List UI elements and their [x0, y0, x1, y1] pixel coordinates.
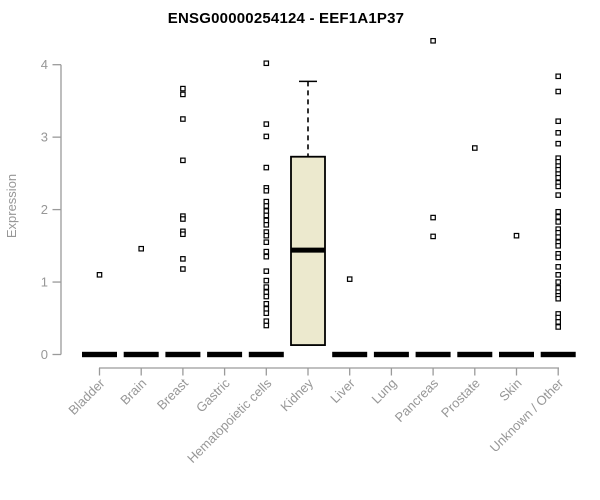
- zero-box-hematopoietic-cells: [248, 351, 284, 358]
- outlier-point-unknown-other: [555, 295, 562, 302]
- y-tick-label-2: 2: [41, 202, 48, 217]
- outlier-point-unknown-other: [555, 88, 562, 95]
- outlier-point-unknown-other: [555, 254, 562, 261]
- outlier-point-unknown-other: [555, 279, 562, 285]
- x-category-label-lung: Lung: [368, 376, 399, 407]
- outlier-point-unknown-other: [555, 319, 562, 325]
- outlier-point-unknown-other: [555, 130, 562, 136]
- outlier-point-hematopoietic-cells: [263, 60, 270, 67]
- outlier-point-unknown-other: [555, 183, 562, 190]
- y-tick-label-4: 4: [41, 57, 48, 72]
- outlier-point-unknown-other: [555, 229, 562, 236]
- x-category-label-breast: Breast: [154, 375, 191, 412]
- x-category-label-unknown-other: Unknown / Other: [487, 375, 567, 455]
- outlier-point-breast: [180, 256, 186, 262]
- outlier-point-pancreas: [430, 233, 436, 240]
- outlier-point-hematopoietic-cells: [263, 198, 270, 205]
- outlier-point-unknown-other: [555, 174, 562, 181]
- x-category-label-gastric: Gastric: [193, 375, 233, 415]
- outlier-point-unknown-other: [555, 324, 562, 330]
- outlier-point-hematopoietic-cells: [263, 318, 270, 324]
- outlier-point-hematopoietic-cells: [263, 232, 270, 239]
- x-category-label-bladder: Bladder: [65, 375, 108, 418]
- outlier-point-unknown-other: [555, 192, 562, 198]
- outlier-point-unknown-other: [555, 158, 562, 165]
- outlier-point-hematopoietic-cells: [263, 239, 270, 246]
- outlier-point-hematopoietic-cells: [263, 208, 270, 214]
- outlier-point-hematopoietic-cells: [263, 310, 270, 317]
- x-category-label-brain: Brain: [117, 376, 149, 408]
- outlier-point-hematopoietic-cells: [263, 121, 270, 127]
- outlier-point-hematopoietic-cells: [263, 212, 270, 219]
- outlier-point-pancreas: [430, 214, 436, 221]
- outlier-point-unknown-other: [555, 314, 562, 321]
- outlier-point-liver: [346, 276, 353, 282]
- zero-box-skin: [499, 351, 534, 358]
- outlier-point-unknown-other: [555, 166, 562, 173]
- x-category-label-kidney: Kidney: [277, 375, 316, 414]
- zero-box-pancreas: [415, 351, 451, 358]
- zero-box-prostate: [457, 351, 493, 358]
- outlier-point-hematopoietic-cells: [263, 203, 270, 209]
- chart-title: ENSG00000254124 - EEF1A1P37: [167, 10, 405, 27]
- x-category-label-pancreas: Pancreas: [392, 375, 442, 425]
- zero-box-unknown-other: [540, 351, 576, 358]
- zero-box-bladder: [82, 351, 117, 358]
- outlier-point-hematopoietic-cells: [263, 322, 270, 329]
- outlier-point-hematopoietic-cells: [263, 253, 270, 260]
- zero-box-brain: [123, 351, 159, 358]
- outlier-point-breast: [180, 157, 186, 164]
- outlier-point-bladder: [96, 272, 103, 278]
- outlier-point-breast: [180, 216, 186, 222]
- zero-box-breast: [165, 351, 201, 358]
- outlier-point-breast: [180, 116, 186, 122]
- outlier-point-breast: [180, 85, 186, 92]
- outlier-point-hematopoietic-cells: [263, 277, 270, 284]
- outlier-point-brain: [138, 245, 145, 252]
- zero-box-liver: [332, 351, 368, 358]
- x-category-label-prostate: Prostate: [438, 376, 483, 421]
- outlier-point-unknown-other: [555, 208, 562, 215]
- outlier-point-unknown-other: [555, 264, 562, 270]
- outlier-point-pancreas: [430, 37, 436, 44]
- outlier-point-unknown-other: [555, 243, 562, 249]
- zero-box-gastric: [207, 351, 243, 358]
- y-tick-label-0: 0: [41, 347, 48, 362]
- outlier-point-unknown-other: [555, 272, 562, 278]
- outlier-point-unknown-other: [555, 73, 562, 80]
- outlier-point-unknown-other: [555, 140, 562, 147]
- outlier-point-hematopoietic-cells: [263, 289, 270, 295]
- outlier-point-unknown-other: [555, 285, 562, 291]
- outlier-point-hematopoietic-cells: [263, 293, 270, 300]
- outlier-point-hematopoietic-cells: [263, 133, 270, 140]
- y-tick-label-3: 3: [41, 130, 48, 145]
- outlier-point-prostate: [472, 145, 478, 151]
- outlier-point-breast: [180, 266, 186, 272]
- outlier-point-hematopoietic-cells: [263, 306, 270, 312]
- outlier-point-hematopoietic-cells: [263, 222, 270, 228]
- outlier-point-hematopoietic-cells: [263, 248, 270, 255]
- outlier-point-unknown-other: [555, 219, 562, 225]
- x-category-label-skin: Skin: [496, 376, 524, 404]
- outlier-point-breast: [180, 91, 186, 98]
- outlier-point-hematopoietic-cells: [263, 268, 270, 274]
- outlier-point-skin: [513, 232, 520, 239]
- x-category-label-liver: Liver: [327, 375, 358, 406]
- y-tick-label-1: 1: [41, 275, 48, 290]
- outlier-point-hematopoietic-cells: [263, 187, 270, 194]
- outlier-point-unknown-other: [555, 234, 562, 240]
- outlier-point-hematopoietic-cells: [263, 284, 270, 290]
- outlier-point-unknown-other: [555, 118, 562, 125]
- zero-box-lung: [373, 351, 409, 358]
- outlier-point-hematopoietic-cells: [263, 164, 270, 171]
- outlier-point-breast: [180, 231, 186, 238]
- outlier-point-unknown-other: [555, 214, 562, 220]
- outlier-point-hematopoietic-cells: [263, 217, 270, 224]
- outlier-point-hematopoietic-cells: [263, 300, 270, 307]
